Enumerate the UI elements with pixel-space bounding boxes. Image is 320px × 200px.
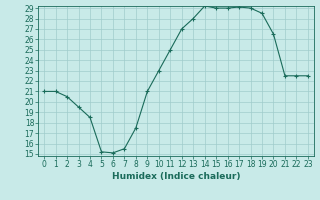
X-axis label: Humidex (Indice chaleur): Humidex (Indice chaleur) [112, 172, 240, 181]
